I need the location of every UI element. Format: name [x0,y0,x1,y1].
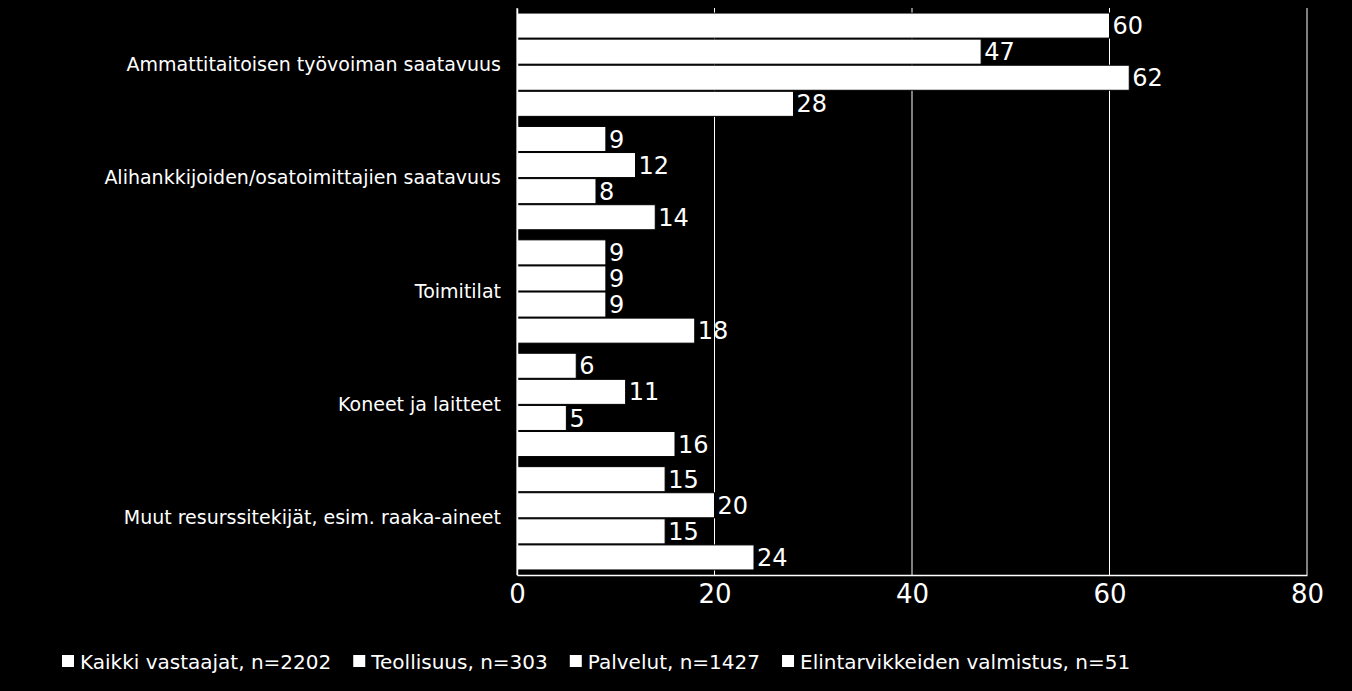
axis-line [518,575,1308,577]
bar [517,493,715,518]
tick: Alihankkijoiden/osatoimittajien saatavuu… [104,166,517,188]
bar [517,39,981,64]
data-label: 62 [1132,64,1163,92]
y-axis: Ammattitaitoisen työvoiman saatavuus Alih… [104,9,517,576]
data-label: 24 [757,544,788,572]
tick-label: 80 [1291,579,1324,609]
bar [517,91,794,116]
legend-label: Palvelut, n=1427 [588,650,760,674]
bar [517,205,655,230]
grid-line [912,8,913,575]
legend-label: Kaikki vastaajat, n=2202 [80,650,331,674]
data-label: 60 [1113,12,1144,40]
tick-label: 40 [896,579,929,609]
bar [517,13,1110,38]
tick-label: 60 [1093,579,1126,609]
bar [517,353,576,378]
category-label: Muut resurssitekijät, esim. raaka-aineet [124,506,501,528]
data-label: 8 [599,178,614,206]
data-label: 9 [609,126,624,154]
legend: Kaikki vastaajat, n=2202 Teollisuus, n=30… [62,650,1130,674]
data-label: 9 [609,265,624,293]
legend-item: Teollisuus, n=303 [353,650,548,674]
data-label: 9 [609,239,624,267]
tick: Koneet ja laitteet [338,393,517,415]
legend-swatch [570,655,582,667]
data-labels: 609961547129112062895152814181624 [569,12,1162,572]
legend-swatch [782,655,794,667]
tick-label: 20 [698,579,731,609]
data-label: 20 [718,492,749,520]
legend-label: Elintarvikkeiden valmistus, n=51 [800,650,1130,674]
legend-item: Palvelut, n=1427 [570,650,760,674]
tick-label: 0 [509,579,526,609]
category-label: Ammattitaitoisen työvoiman saatavuus [127,53,501,75]
legend-item: Elintarvikkeiden valmistus, n=51 [782,650,1130,674]
legend-label: Teollisuus, n=303 [370,650,548,674]
data-label: 9 [609,291,624,319]
bar [517,153,636,178]
tick: 0 [509,575,526,609]
bar [517,266,606,291]
chart: 6099615471291120628951528141816240204060… [0,0,1352,691]
bar [517,519,665,544]
tick: 40 [896,575,929,609]
category-label: Koneet ja laitteet [338,393,501,415]
tick: 80 [1291,575,1324,609]
x-axis: 0 20 40 60 80 [509,575,1324,609]
axis-line [517,9,519,576]
plot: 6099615471291120628951528141816240204060… [104,8,1324,609]
grid-line [517,8,518,575]
data-label: 15 [668,466,699,494]
bar [517,65,1129,90]
legend-swatch [353,655,365,667]
bar [517,379,626,404]
bar [517,318,695,343]
data-label: 12 [639,152,670,180]
data-label: 47 [984,38,1015,66]
grid [517,8,1307,575]
bar [517,545,754,570]
tick: 20 [698,575,731,609]
category-label: Toimitilat [414,280,501,302]
bar [517,405,566,430]
category-label: Alihankkijoiden/osatoimittajien saatavuu… [104,166,501,188]
legend-swatch [62,655,74,667]
data-label: 28 [797,90,828,118]
bar [517,179,596,204]
tick: Ammattitaitoisen työvoiman saatavuus [127,53,517,75]
bar [517,240,606,265]
data-label: 14 [658,204,689,232]
tick: Muut resurssitekijät, esim. raaka-aineet [124,506,517,528]
data-label: 6 [579,352,594,380]
data-label: 15 [668,518,699,546]
data-label: 18 [698,317,729,345]
background [0,0,1352,691]
grid-line [1307,8,1308,575]
bar [517,292,606,317]
tick: Toimitilat [414,280,517,302]
bar [517,467,665,492]
tick: 60 [1093,575,1126,609]
grid-line [1109,8,1110,575]
bar [517,126,606,151]
data-label: 11 [629,378,660,406]
data-label: 5 [569,405,584,433]
bars [517,13,1129,570]
data-label: 16 [678,431,709,459]
legend-item: Kaikki vastaajat, n=2202 [62,650,331,674]
bar [517,432,675,457]
